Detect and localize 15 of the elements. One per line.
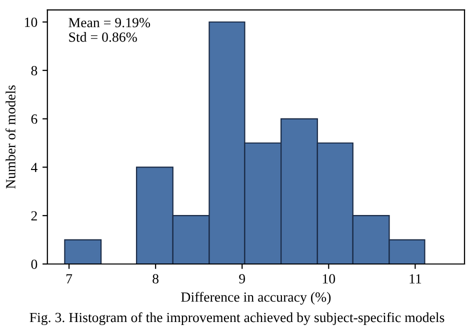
y-axis-title: Number of models	[5, 85, 16, 189]
y-tick-label: 4	[31, 162, 38, 172]
caption: Fig. 3. Histogram of the improvement achieved by subject-specific models	[30, 312, 444, 326]
y-tick-label: 0	[31, 260, 38, 269]
y-tick-label: 10	[25, 18, 38, 27]
x-axis-title: Difference in accuracy (%)	[181, 292, 331, 305]
x-tick-label: 9	[239, 274, 246, 284]
annotation: Mean = 9.19% Std = 0.86%	[68, 18, 150, 42]
y-tick-label: 8	[31, 66, 38, 76]
x-tick-label: 10	[322, 274, 336, 284]
y-tick-label: 2	[31, 211, 37, 220]
y-tick-label: 6	[31, 114, 38, 124]
x-tick-label: 11	[410, 274, 422, 284]
x-tick-label: 7	[66, 274, 72, 284]
x-tick-label: 8	[152, 274, 159, 284]
